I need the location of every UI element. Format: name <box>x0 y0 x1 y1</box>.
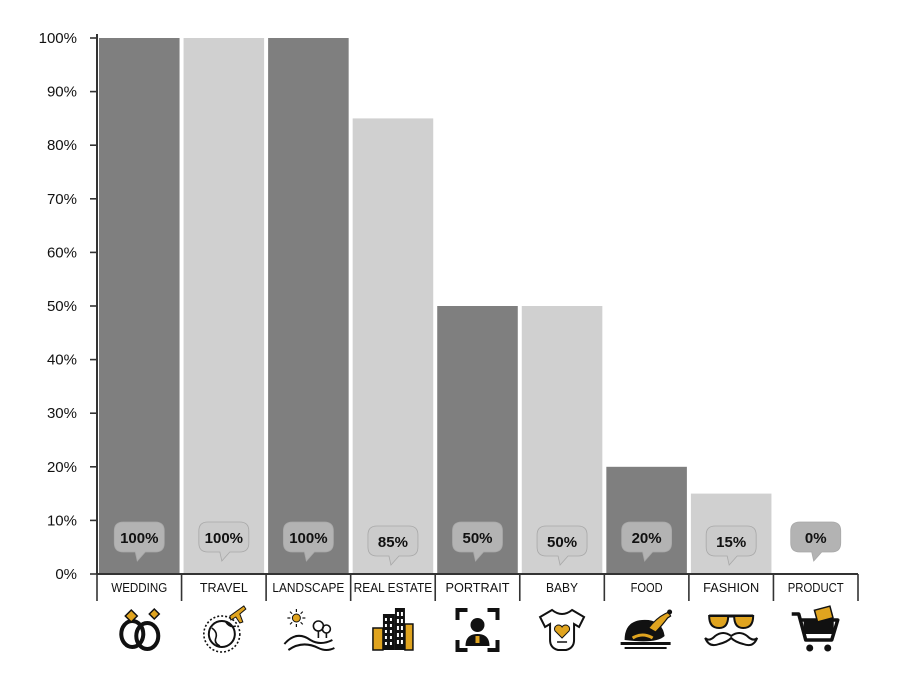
category-label: PRODUCT <box>788 581 844 595</box>
data-label-bubble <box>452 521 503 562</box>
data-label: 100% <box>205 530 243 547</box>
category-label: BABY <box>546 581 579 595</box>
data-label-bubble <box>705 525 757 566</box>
globe-plane-icon <box>203 605 247 653</box>
y-tick-label: 60% <box>47 244 77 261</box>
data-label: 0% <box>805 530 827 547</box>
landscape-icon <box>283 609 335 651</box>
category-label: FASHION <box>703 581 759 595</box>
y-tick-label: 20% <box>47 459 77 476</box>
data-label-bubble <box>367 525 419 566</box>
y-tick-label: 80% <box>47 137 77 154</box>
data-label: 15% <box>716 534 746 551</box>
data-labels-group: 100% 100% 100% 85% 50% 50% 20% 15% 0% <box>113 521 842 566</box>
data-label: 100% <box>120 530 158 547</box>
data-label: 50% <box>462 530 492 547</box>
rings-icon <box>119 607 161 651</box>
portrait-frame-icon <box>455 608 500 652</box>
y-tick-label: 10% <box>47 512 77 529</box>
y-tick-label: 90% <box>47 84 77 101</box>
y-tick-label: 30% <box>47 405 77 422</box>
y-tick-label: 100% <box>39 30 77 47</box>
data-label-bubble <box>198 521 250 562</box>
data-label-bubble <box>282 521 334 562</box>
data-label: 50% <box>547 534 577 551</box>
bar-landscape <box>268 38 349 574</box>
y-ticks-group: 0% 10% 20% 30% 40% 50% 60% 70% 80% 90% 100% <box>39 30 97 583</box>
data-label-bubble <box>621 521 673 562</box>
axes-group <box>96 34 859 601</box>
category-label: REAL ESTATE <box>354 581 433 595</box>
category-icons-group <box>119 605 840 653</box>
category-label: WEDDING <box>111 581 167 595</box>
bar-travel <box>183 38 265 574</box>
data-label-bubble <box>536 525 588 566</box>
category-label: PORTRAIT <box>446 581 510 595</box>
bar-real-estate <box>352 118 434 575</box>
data-label-bubble <box>113 521 165 562</box>
shopping-cart-icon <box>791 605 840 652</box>
category-label: LANDSCAPE <box>272 581 344 595</box>
y-tick-label: 40% <box>47 352 77 369</box>
category-label: FOOD <box>631 581 663 595</box>
data-label: 20% <box>632 530 662 547</box>
y-tick-label: 0% <box>55 566 77 583</box>
bars-group <box>99 38 772 575</box>
sunglasses-mustache-icon <box>704 614 759 647</box>
data-label-bubble <box>790 521 842 562</box>
y-tick-label: 70% <box>47 191 77 208</box>
y-tick-label: 50% <box>47 298 77 315</box>
data-label: 85% <box>378 534 408 551</box>
data-label: 100% <box>289 530 327 547</box>
buildings-icon <box>372 608 414 651</box>
category-label: TRAVEL <box>200 581 248 595</box>
baby-onesie-icon <box>538 608 586 651</box>
roast-chicken-icon <box>620 609 673 649</box>
category-labels-group: WEDDING TRAVEL LANDSCAPE REAL ESTATE PORTRAI… <box>111 581 844 595</box>
bar-wedding <box>99 38 180 574</box>
